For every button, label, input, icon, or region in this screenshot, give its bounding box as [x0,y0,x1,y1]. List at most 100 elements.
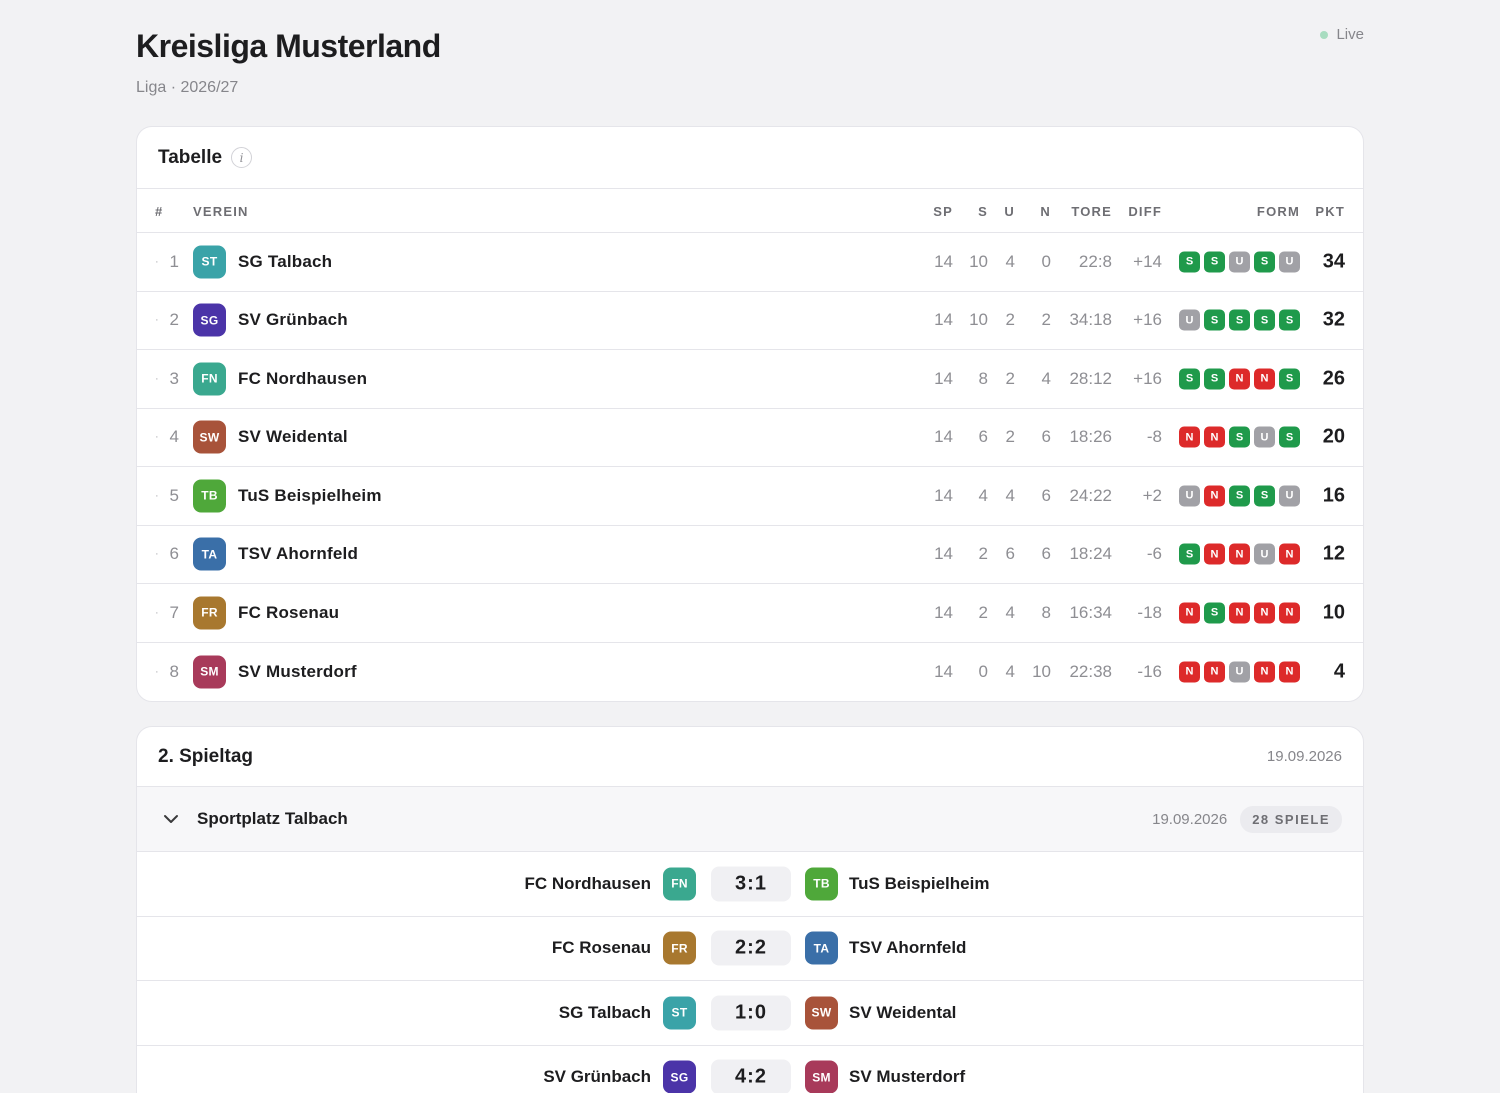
match-score[interactable]: 4:2 [711,1059,791,1093]
form-result-badge: S [1254,309,1275,331]
wins: 6 [978,427,988,447]
venue-group-header[interactable]: Sportplatz Talbach 19.09.2026 28 SPIELE [137,787,1363,852]
col-pkt: PKT [1315,204,1345,219]
form-result-badge: S [1229,426,1250,448]
losses: 4 [1041,368,1051,388]
club-name[interactable]: TuS Beispielheim [238,485,382,505]
page: Kreisliga Musterland Liga · 2026/27 Live… [136,0,1364,1093]
goal-difference: +14 [1133,251,1162,271]
away-team-name[interactable]: TSV Ahornfeld [849,938,967,958]
form-result-badge: U [1229,661,1250,683]
col-n: N [1040,204,1051,219]
rank: 8 [169,661,179,681]
form-result-badge: N [1179,426,1200,448]
club-name[interactable]: FC Nordhausen [238,368,368,388]
form-result-badge: S [1179,543,1200,565]
table-row[interactable]: · 4 SW SV Weidental 14 6 2 6 18:26 -8 N N S U S 20 [137,409,1363,467]
match-row[interactable]: SV Grünbach SG 4:2 SM SV Musterdorf [137,1046,1363,1093]
club-name[interactable]: SG Talbach [238,251,333,271]
points: 34 [1322,250,1345,273]
match-count-badge: 28 SPIELE [1240,805,1342,833]
table-row[interactable]: · 3 FN FC Nordhausen 14 8 2 4 28:12 +16 S S N N S 26 [137,350,1363,409]
club-badge: SG [193,303,226,337]
table-row[interactable]: · 1 ST SG Talbach 14 10 4 0 22:8 +14 S S U S U 34 [137,233,1363,292]
col-sp: SP [933,204,953,219]
match-row[interactable]: SG Talbach ST 1:0 SW SV Weidental [137,981,1363,1046]
match-score[interactable]: 1:0 [711,995,791,1031]
away-team-badge: SM [805,1060,838,1093]
form-result-badge: N [1179,602,1200,624]
wins: 2 [978,602,988,622]
live-indicator: Live [1320,26,1364,43]
club-badge: FN [193,362,226,396]
away-team-name[interactable]: SV Musterdorf [849,1067,966,1087]
away-team-name[interactable]: TuS Beispielheim [849,873,990,893]
form-result-badge: U [1179,485,1200,507]
club-name[interactable]: SV Musterdorf [238,661,357,681]
form-result-badge: U [1279,251,1300,273]
away-team-badge: TB [805,867,838,901]
form-result-badge: S [1279,426,1300,448]
rank-trend-icon: · [155,548,159,561]
match-row[interactable]: FC Nordhausen FN 3:1 TB TuS Beispielheim [137,852,1363,917]
home-team-name[interactable]: SV Grünbach [543,1067,651,1087]
draws: 2 [1005,310,1015,330]
home-team-name[interactable]: SG Talbach [558,1002,651,1022]
home-team-name[interactable]: FC Nordhausen [524,873,651,893]
rank: 3 [169,368,179,388]
goal-difference: -6 [1146,544,1162,564]
form-result-badge: S [1254,485,1275,507]
goals: 16:34 [1069,602,1112,622]
matchday-header: 2. Spieltag 19.09.2026 [137,727,1363,787]
losses: 6 [1041,427,1051,447]
club-badge: SM [193,655,226,689]
wins: 0 [978,661,988,681]
club-badge: TB [193,479,226,513]
table-row[interactable]: · 6 TA TSV Ahornfeld 14 2 6 6 18:24 -6 S N N U N 12 [137,526,1363,584]
draws: 4 [1005,661,1015,681]
club-name[interactable]: SV Grünbach [238,310,348,330]
goals: 18:24 [1069,544,1112,564]
form-result-badge: N [1254,661,1275,683]
club-abbr: TA [193,537,226,571]
club-name[interactable]: TSV Ahornfeld [238,544,359,564]
matchday-date: 19.09.2026 [1266,748,1342,765]
club-name[interactable]: FC Rosenau [238,602,340,622]
points: 10 [1322,601,1345,624]
col-rank: # [155,204,164,219]
away-team-name[interactable]: SV Weidental [849,1002,957,1022]
goal-difference: +16 [1133,310,1162,330]
home-team-badge: FN [663,867,696,901]
rank: 6 [169,544,179,564]
losses: 10 [1032,661,1051,681]
match-score[interactable]: 3:1 [711,866,791,902]
info-icon[interactable]: i [231,147,253,168]
live-label: Live [1336,26,1364,43]
home-team-name[interactable]: FC Rosenau [551,938,651,958]
rank: 5 [169,485,179,505]
table-row[interactable]: · 5 TB TuS Beispielheim 14 4 4 6 24:22 +2 U N S S U 16 [137,467,1363,526]
standings-header: Tabelle i [137,127,1363,189]
col-club: VEREIN [193,204,249,219]
table-row[interactable]: · 7 FR FC Rosenau 14 2 4 8 16:34 -18 N S N N N 10 [137,584,1363,643]
goals: 18:26 [1069,427,1112,447]
col-diff: DIFF [1128,204,1162,219]
form-result-badge: N [1204,485,1225,507]
match-list: FC Nordhausen FN 3:1 TB TuS Beispielheim FC R… [137,852,1363,1093]
form-result-badge: S [1204,251,1225,273]
table-row[interactable]: · 8 SM SV Musterdorf 14 0 4 10 22:38 -16 N N U N N 4 [137,643,1363,702]
games-played: 14 [934,427,953,447]
club-badge: SW [193,420,226,454]
live-dot-icon [1320,30,1329,39]
chevron-down-icon[interactable] [161,809,181,829]
club-name[interactable]: SV Weidental [238,427,348,447]
table-row[interactable]: · 2 SG SV Grünbach 14 10 2 2 34:18 +16 U S S S S 32 [137,292,1363,350]
match-score[interactable]: 2:2 [711,930,791,966]
club-abbr: SG [193,303,226,337]
goal-difference: +2 [1142,485,1162,505]
rank-trend-icon: · [155,606,159,619]
match-row[interactable]: FC Rosenau FR 2:2 TA TSV Ahornfeld [137,917,1363,981]
home-team-badge: ST [663,996,696,1030]
